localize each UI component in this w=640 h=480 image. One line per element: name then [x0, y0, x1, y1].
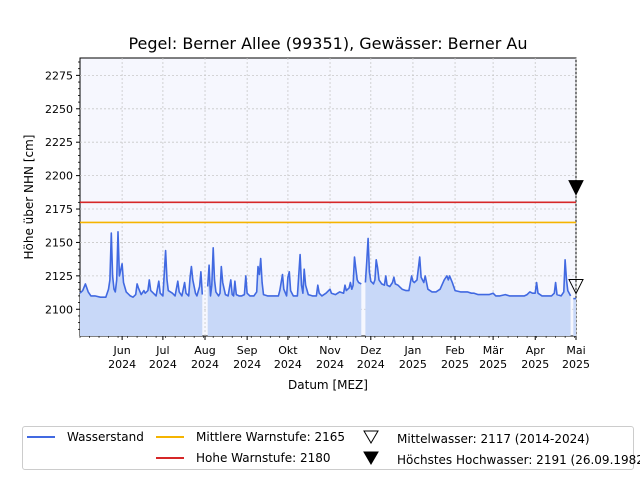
water-level-line: [206, 247, 362, 297]
legend-item-mean-water: Mittelwasser: 2117 (2014-2024): [357, 430, 590, 447]
mean-water-marker: [568, 279, 584, 295]
legend-line-high-warning: [156, 457, 184, 459]
legend-item-high-warning: Hohe Warnstufe: 2180: [156, 451, 331, 465]
axes: 2100 2125 2150 2175 2200 2225 2250 2275 Jun 2024 J…: [45, 61, 590, 371]
chart-title: Pegel: Berner Allee (99351), Gewässer: B…: [128, 34, 527, 53]
highest-flood-marker: [568, 180, 584, 196]
y-axis-label: Höhe über NHN [cm]: [22, 135, 36, 260]
x-tick-label: Jun 2024: [108, 344, 136, 371]
x-tick-label: Apr 2025: [521, 344, 549, 371]
x-tick-label: Okt 2024: [274, 344, 302, 371]
water-level-area: [365, 238, 571, 336]
legend-label-mean-water: Mittelwasser: 2117 (2014-2024): [397, 431, 590, 446]
y-tick-label: 2100: [45, 303, 73, 316]
y-tick-label: 2150: [45, 236, 73, 249]
water-level-line: [364, 237, 572, 297]
y-tick-label: 2175: [45, 203, 73, 216]
x-tick-label: Feb 2025: [441, 344, 469, 371]
warning-lines: [80, 201, 576, 224]
legend-item-water-level: Wasserstand: [27, 430, 144, 444]
water-level-series: [79, 231, 576, 300]
y-tick-label: 2200: [45, 170, 73, 183]
legend-label-mean-warning: Mittlere Warnstufe: 2165: [196, 430, 346, 444]
x-tick-label: Jul 2024: [149, 344, 177, 371]
y-tick-label: 2125: [45, 270, 73, 283]
x-axis-label: Datum [MEZ]: [288, 378, 368, 392]
water-level-line: [79, 231, 204, 298]
y-tick-label: 2225: [45, 136, 73, 149]
open-triangle-icon: [357, 430, 385, 447]
legend-item-highest-flood: Höchstes Hochwasser: 2191 (26.09.1982): [357, 451, 640, 468]
water-level-area: [573, 298, 576, 336]
legend: Wasserstand Mittlere Warnstufe: 2165 Hoh…: [22, 426, 640, 470]
x-tick-label: Jan 2025: [399, 344, 427, 371]
y-tick-label: 2250: [45, 103, 73, 116]
y-tick-label: 2275: [45, 69, 73, 82]
legend-line-water-level: [27, 436, 55, 438]
legend-item-mean-warning: Mittlere Warnstufe: 2165: [156, 430, 345, 444]
filled-triangle-icon: [357, 451, 385, 468]
x-tick-label: Aug 2024: [191, 344, 219, 371]
legend-line-mean-warning: [156, 436, 184, 438]
x-tick-label: Nov 2024: [316, 344, 344, 371]
reference-markers: [568, 180, 584, 295]
legend-label-highest-flood: Höchstes Hochwasser: 2191 (26.09.1982): [397, 452, 640, 467]
x-tick-label: Sep 2024: [233, 344, 261, 371]
legend-label-high-warning: Hohe Warnstufe: 2180: [196, 451, 331, 465]
x-tick-label: Mär 2025: [479, 344, 507, 371]
x-tick-label: Mai 2025: [562, 344, 590, 371]
legend-label-water-level: Wasserstand: [67, 430, 144, 444]
x-tick-label: Dez 2024: [357, 344, 385, 371]
